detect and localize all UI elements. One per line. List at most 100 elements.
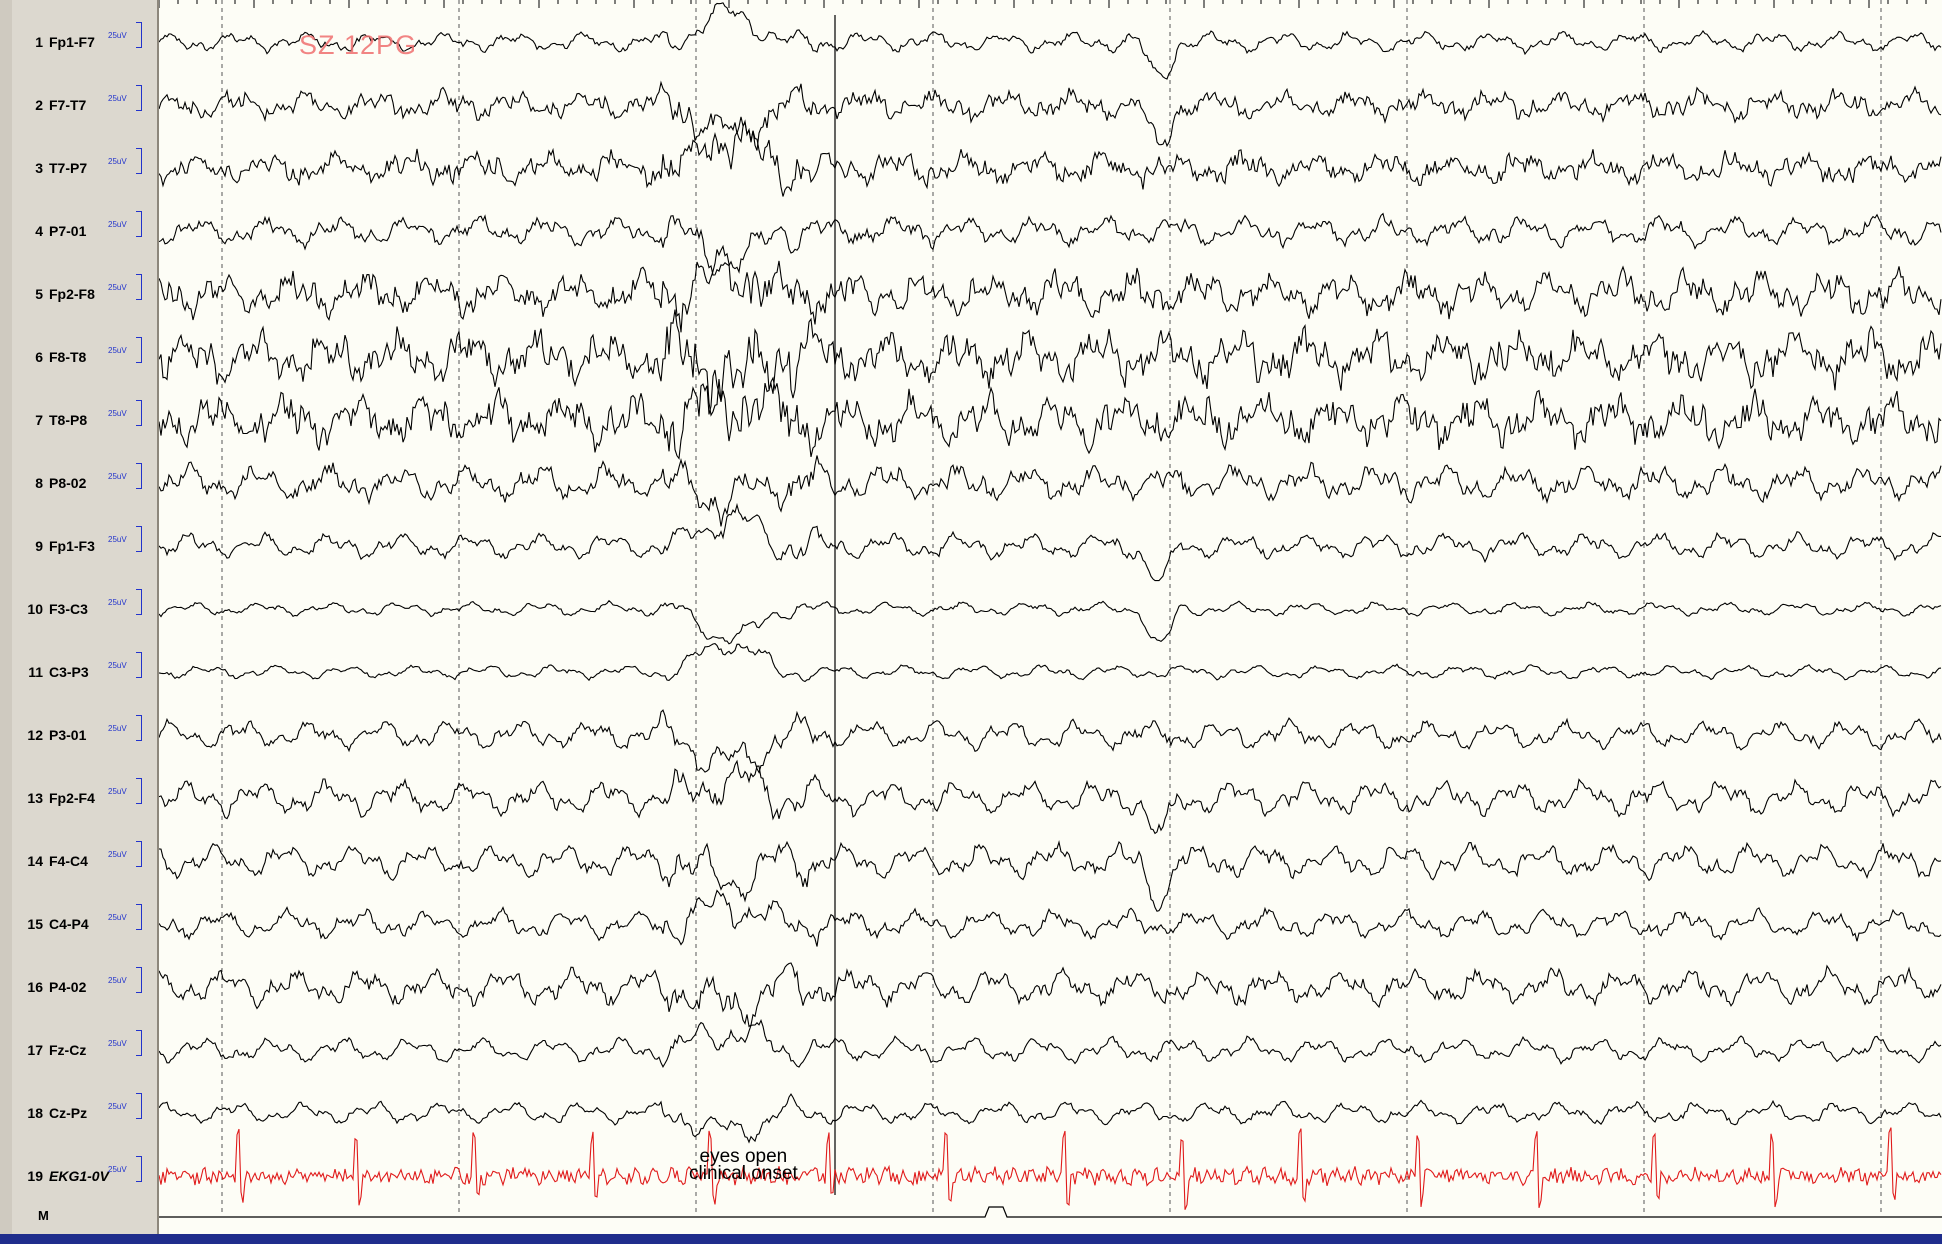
channel-number: 15 bbox=[27, 916, 43, 932]
channel-name: P4-02 bbox=[49, 979, 87, 995]
channel-name: Fp2-F4 bbox=[49, 790, 95, 806]
seizure-tag: SZ 12PG bbox=[299, 30, 418, 60]
channel-scale: 25uV bbox=[108, 1039, 127, 1048]
calibration-bar-icon bbox=[136, 778, 142, 804]
channel-scale: 25uV bbox=[108, 598, 127, 607]
eeg-trace bbox=[159, 502, 1941, 582]
eeg-trace-area[interactable]: SZ 12PG eyes open clinical onset bbox=[159, 0, 1942, 1234]
channel-label-row[interactable]: 16 P4-02 25uV bbox=[12, 967, 157, 997]
calibration-bar-icon bbox=[136, 463, 142, 489]
calibration-bar-icon bbox=[136, 22, 142, 48]
eeg-trace bbox=[159, 962, 1942, 1028]
channel-scale: 25uV bbox=[108, 220, 127, 229]
calibration-bar-icon bbox=[136, 967, 142, 993]
channel-name: F4-C4 bbox=[49, 853, 88, 869]
channel-scale: 25uV bbox=[108, 283, 127, 292]
channel-number: 14 bbox=[27, 853, 43, 869]
channel-number: 13 bbox=[27, 790, 43, 806]
channel-label-row[interactable]: 15 C4-P4 25uV bbox=[12, 904, 157, 934]
calibration-bar-icon bbox=[136, 1156, 142, 1182]
channel-label-row[interactable]: 11 C3-P3 25uV bbox=[12, 652, 157, 682]
calibration-bar-icon bbox=[136, 274, 142, 300]
channel-number: 17 bbox=[27, 1042, 43, 1058]
channel-number: 2 bbox=[35, 97, 43, 113]
channel-label-row[interactable]: 14 F4-C4 25uV bbox=[12, 841, 157, 871]
channel-number: 1 bbox=[35, 34, 43, 50]
calibration-bar-icon bbox=[136, 337, 142, 363]
channel-label-row[interactable]: 4 P7-01 25uV bbox=[12, 211, 157, 241]
calibration-bar-icon bbox=[136, 85, 142, 111]
channel-label-row[interactable]: 5 Fp2-F8 25uV bbox=[12, 274, 157, 304]
channel-scale: 25uV bbox=[108, 535, 127, 544]
channel-number: 3 bbox=[35, 160, 43, 176]
channel-scale: 25uV bbox=[108, 976, 127, 985]
channel-name: F8-T8 bbox=[49, 349, 87, 365]
channel-label-row[interactable]: 18 Cz-Pz 25uV bbox=[12, 1093, 157, 1123]
channel-label-row[interactable]: 10 F3-C3 25uV bbox=[12, 589, 157, 619]
calibration-bar-icon bbox=[136, 841, 142, 867]
eeg-trace bbox=[159, 244, 1942, 333]
channel-number: 6 bbox=[35, 349, 43, 365]
channel-name: T8-P8 bbox=[49, 412, 88, 428]
channel-scale: 25uV bbox=[108, 724, 127, 733]
channel-name: Fz-Cz bbox=[49, 1042, 87, 1058]
channel-scale: 25uV bbox=[108, 1165, 127, 1174]
eeg-trace bbox=[159, 309, 1942, 417]
channel-label-row[interactable]: 6 F8-T8 25uV bbox=[12, 337, 157, 367]
calibration-bar-icon bbox=[136, 400, 142, 426]
channel-name: P7-01 bbox=[49, 223, 87, 239]
eeg-trace bbox=[159, 455, 1942, 527]
channel-scale: 25uV bbox=[108, 31, 127, 40]
eeg-trace bbox=[159, 369, 1942, 460]
channel-label-row[interactable]: 19 EKG1-0V 25uV bbox=[12, 1156, 157, 1186]
calibration-bar-icon bbox=[136, 904, 142, 930]
eeg-trace bbox=[159, 840, 1942, 912]
calibration-bar-icon bbox=[136, 1030, 142, 1056]
channel-name: Fp1-F3 bbox=[49, 538, 95, 554]
channel-name: Fp2-F8 bbox=[49, 286, 95, 302]
channel-label-row[interactable]: 17 Fz-Cz 25uV bbox=[12, 1030, 157, 1060]
channel-label-row[interactable]: 7 T8-P8 25uV bbox=[12, 400, 157, 430]
channel-label-row[interactable]: 1 Fp1-F7 25uV bbox=[12, 22, 157, 52]
channel-number: 11 bbox=[28, 664, 43, 680]
channel-label-row[interactable]: 12 P3-01 25uV bbox=[12, 715, 157, 745]
marker-channel-trace bbox=[159, 1206, 1942, 1218]
channel-scale: 25uV bbox=[108, 1102, 127, 1111]
annotation-line-eyes-open: eyes open bbox=[699, 1146, 788, 1167]
channel-name: Cz-Pz bbox=[49, 1105, 88, 1121]
calibration-bar-icon bbox=[136, 526, 142, 552]
channel-name: F7-T7 bbox=[49, 97, 87, 113]
channel-label-row[interactable]: 2 F7-T7 25uV bbox=[12, 85, 157, 115]
eeg-trace bbox=[159, 212, 1942, 276]
channel-name: P3-01 bbox=[49, 727, 87, 743]
channel-scale: 25uV bbox=[108, 409, 127, 418]
eeg-waveforms bbox=[159, 0, 1942, 1218]
channel-scale: 25uV bbox=[108, 157, 127, 166]
eeg-trace bbox=[159, 1093, 1942, 1144]
eeg-trace bbox=[159, 709, 1942, 774]
channel-scale: 25uV bbox=[108, 661, 127, 670]
calibration-bar-icon bbox=[136, 715, 142, 741]
channel-name: C4-P4 bbox=[49, 916, 89, 932]
bottom-status-bar bbox=[0, 1234, 1942, 1244]
channel-scale: 25uV bbox=[108, 787, 127, 796]
ekg-trace bbox=[159, 1127, 1942, 1210]
channel-name: EKG1-0V bbox=[49, 1168, 109, 1184]
channel-label-row[interactable]: 3 T7-P7 25uV bbox=[12, 148, 157, 178]
calibration-bar-icon bbox=[136, 148, 142, 174]
eeg-trace bbox=[159, 119, 1942, 197]
channel-number: 9 bbox=[35, 538, 43, 554]
calibration-bar-icon bbox=[136, 589, 142, 615]
channel-name: T7-P7 bbox=[49, 160, 88, 176]
channel-label-row[interactable]: 13 Fp2-F4 25uV bbox=[12, 778, 157, 808]
calibration-bar-icon bbox=[136, 652, 142, 678]
channel-number: 10 bbox=[27, 601, 43, 617]
channel-scale: 25uV bbox=[108, 913, 127, 922]
marker-channel-label: M bbox=[38, 1208, 49, 1223]
channel-label-row[interactable]: 9 Fp1-F3 25uV bbox=[12, 526, 157, 556]
channel-label-row[interactable]: 8 P8-02 25uV bbox=[12, 463, 157, 493]
eeg-trace bbox=[159, 599, 1942, 645]
clinical-onset-annotation: eyes open clinical onset bbox=[689, 1146, 798, 1183]
channel-name: F3-C3 bbox=[49, 601, 88, 617]
